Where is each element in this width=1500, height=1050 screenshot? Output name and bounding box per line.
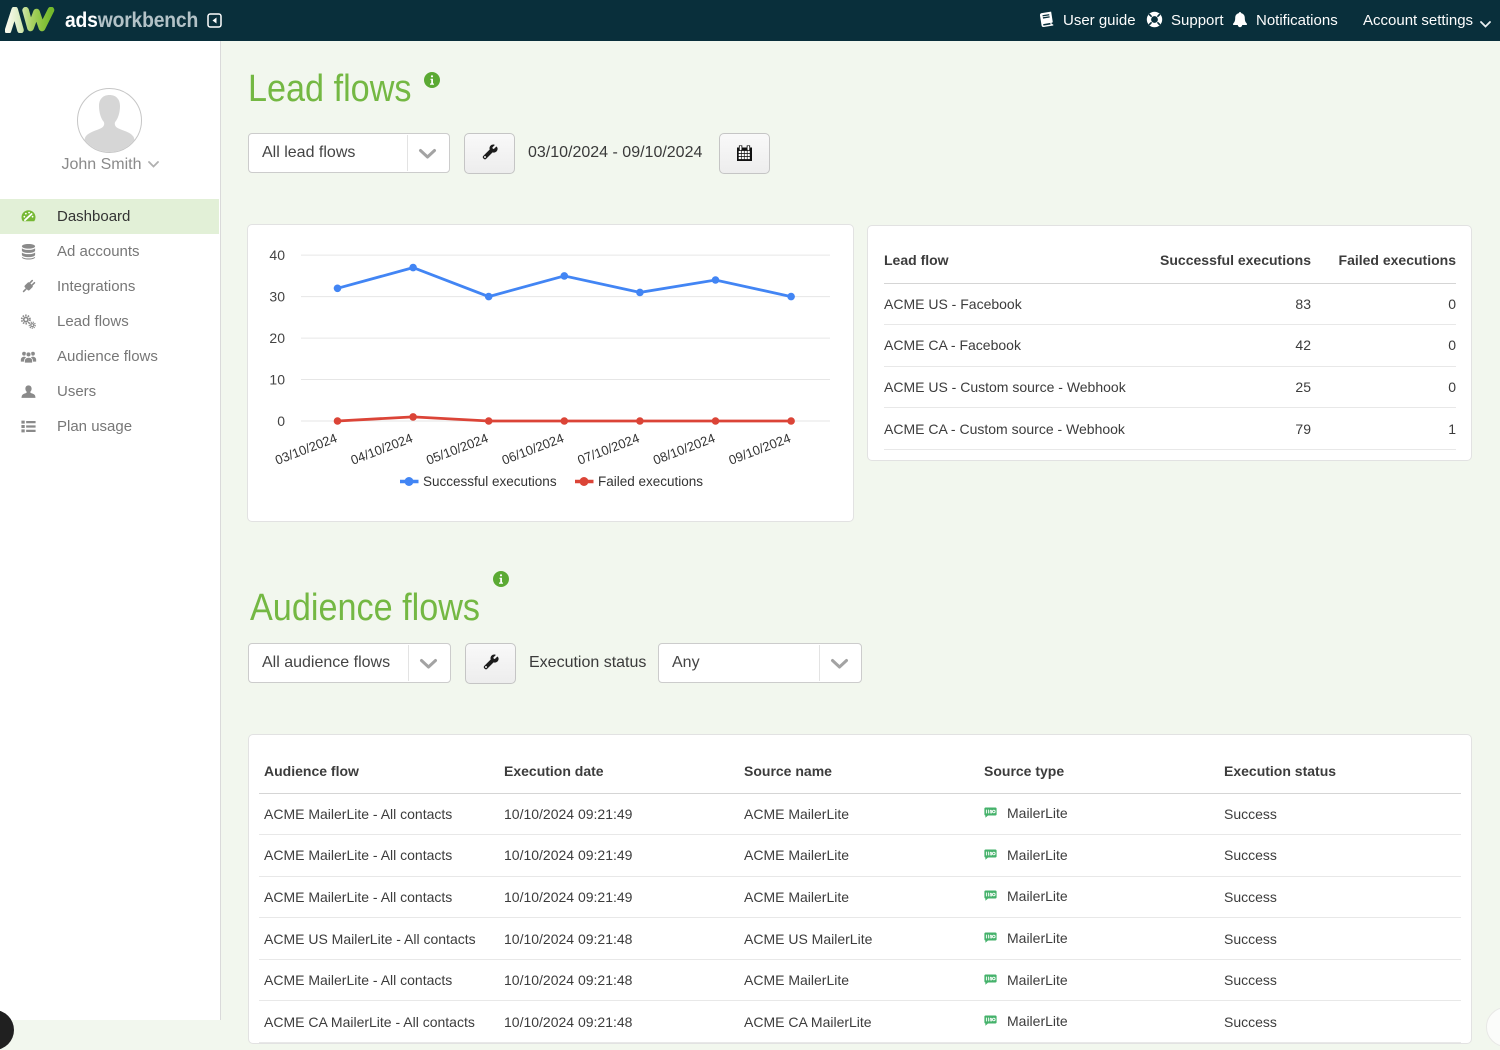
svg-text:10: 10 (269, 372, 285, 388)
svg-text:40: 40 (269, 247, 285, 263)
svg-text:04/10/2024: 04/10/2024 (349, 430, 415, 467)
svg-text:20: 20 (269, 330, 285, 346)
svg-text:30: 30 (269, 289, 285, 305)
svg-text:08/10/2024: 08/10/2024 (651, 430, 717, 467)
svg-text:0: 0 (277, 413, 285, 429)
svg-text:07/10/2024: 07/10/2024 (575, 430, 641, 467)
svg-text:06/10/2024: 06/10/2024 (500, 430, 566, 467)
svg-text:03/10/2024: 03/10/2024 (273, 430, 339, 467)
svg-text:05/10/2024: 05/10/2024 (424, 430, 490, 467)
svg-text:Failed executions: Failed executions (598, 474, 703, 489)
svg-text:09/10/2024: 09/10/2024 (727, 430, 793, 467)
svg-text:Successful executions: Successful executions (423, 474, 557, 489)
